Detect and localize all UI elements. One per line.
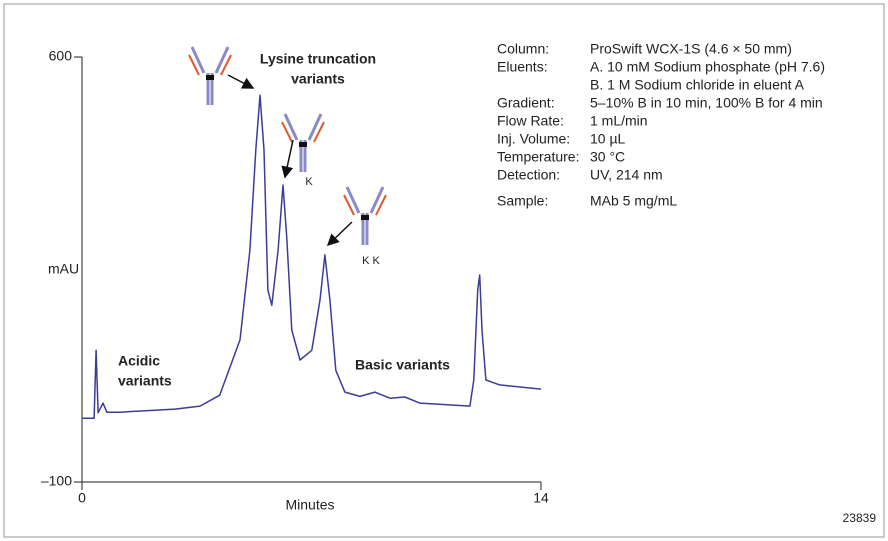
annotation: Basic variants: [355, 357, 450, 373]
annotation: variants: [118, 373, 172, 389]
x-tick-label: 14: [533, 490, 549, 506]
condition-label: Detection:: [497, 167, 560, 183]
condition-value: 10 µL: [590, 131, 626, 147]
condition-value: A. 10 mM Sodium phosphate (pH 7.6): [590, 59, 825, 75]
condition-label: Flow Rate:: [497, 113, 564, 129]
y-tick-label: 600: [49, 48, 73, 64]
arrow: [227, 74, 255, 89]
annotation: K K: [362, 255, 380, 267]
antibody-icon: [342, 185, 388, 247]
condition-label: Column:: [497, 41, 549, 57]
footnote: 23839: [843, 511, 877, 525]
condition-label: Inj. Volume:: [497, 131, 570, 147]
chromatogram-trace: [82, 94, 542, 420]
annotation: Lysine truncation: [260, 51, 376, 67]
y-axis-label: mAU: [48, 261, 79, 277]
arrow: [326, 221, 353, 247]
antibody-icon: [187, 45, 233, 107]
arrow: [281, 139, 294, 179]
frame: [3, 3, 885, 538]
condition-label: Temperature:: [497, 149, 579, 165]
condition-value: MAb 5 mg/mL: [590, 193, 677, 209]
condition-label: Eluents:: [497, 59, 548, 75]
annotation: variants: [291, 71, 345, 87]
condition-label: Sample:: [497, 193, 548, 209]
x-axis-label: Minutes: [285, 497, 334, 513]
annotation: K: [305, 176, 313, 188]
condition-value: 5–10% B in 10 min, 100% B for 4 min: [590, 95, 823, 111]
condition-value: B. 1 M Sodium chloride in eluent A: [590, 77, 805, 93]
condition-value: ProSwift WCX-1S (4.6 × 50 mm): [590, 41, 792, 57]
x-tick-label: 0: [78, 490, 86, 506]
annotation: Acidic: [118, 353, 160, 369]
condition-value: 30 °C: [590, 149, 625, 165]
condition-value: 1 mL/min: [590, 113, 648, 129]
condition-value: UV, 214 nm: [590, 167, 663, 183]
y-tick-label: –100: [41, 473, 72, 489]
condition-label: Gradient:: [497, 95, 555, 111]
